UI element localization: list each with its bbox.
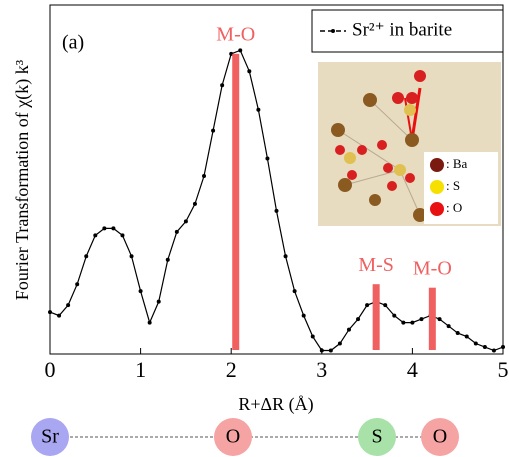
x-tick-label: 4 (407, 357, 418, 382)
data-point (184, 219, 188, 223)
marker-bar (429, 288, 436, 350)
data-point (84, 254, 88, 258)
data-point (438, 317, 442, 321)
data-point (365, 303, 369, 307)
data-point (447, 324, 451, 328)
legend-label: Sr²⁺ in barite (352, 19, 452, 40)
data-point (256, 108, 260, 112)
x-axis-label: R+ΔR (Å) (238, 394, 313, 415)
inset-legend-swatch (430, 180, 444, 194)
data-point (284, 254, 288, 258)
data-point (329, 349, 333, 353)
data-point (419, 317, 423, 321)
inset (318, 62, 501, 226)
marker-label: M-O (413, 257, 452, 279)
data-point (483, 345, 487, 349)
chart: (a) R+ΔR (Å) Fourier Transformation of χ… (0, 0, 509, 457)
data-point (501, 345, 505, 349)
chain-atom-label: Sr (41, 426, 59, 448)
inset-legend-swatch (430, 202, 444, 216)
chain-atom-label: S (371, 426, 382, 448)
data-point (265, 157, 269, 161)
data-point (275, 209, 279, 213)
marker-label: M-O (216, 23, 255, 45)
inset-legend-label: : O (446, 200, 462, 215)
data-point (48, 310, 52, 314)
inset-legend-swatch (430, 158, 444, 172)
data-point (247, 69, 251, 73)
data-point (175, 230, 179, 234)
data-point (157, 300, 161, 304)
panel-label: (a) (62, 32, 84, 54)
data-point (492, 349, 496, 353)
data-point (93, 233, 97, 237)
legend-marker (331, 29, 335, 33)
chain-atom-label: O (226, 426, 240, 448)
data-point (120, 233, 124, 237)
marker-bar (373, 284, 380, 350)
data-point (193, 202, 197, 206)
data-point (347, 328, 351, 332)
data-point (66, 303, 70, 307)
data-point (57, 314, 61, 318)
data-point (75, 282, 79, 286)
data-point (238, 48, 242, 52)
data-point (139, 289, 143, 293)
data-point (111, 226, 115, 230)
marker-label: M-S (358, 254, 394, 276)
data-point (401, 321, 405, 325)
data-point (311, 335, 315, 339)
data-point (383, 303, 387, 307)
inset-legend-label: : Ba (446, 156, 468, 171)
marker-bar (232, 54, 239, 350)
data-point (302, 314, 306, 318)
data-point (220, 83, 224, 87)
x-tick-label: 3 (316, 357, 327, 382)
chain-atom-label: O (433, 426, 447, 448)
data-point (410, 321, 414, 325)
data-point (202, 174, 206, 178)
data-point (465, 335, 469, 339)
data-point (320, 349, 324, 353)
x-tick-label: 0 (45, 357, 56, 382)
y-axis-label: Fourier Transformation of χ(k) k³ (12, 59, 33, 300)
data-point (130, 254, 134, 258)
data-point (102, 226, 106, 230)
inset-legend-label: : S (446, 178, 460, 193)
data-point (392, 314, 396, 318)
data-point (474, 342, 478, 346)
data-point (293, 289, 297, 293)
data-point (356, 317, 360, 321)
data-point (338, 342, 342, 346)
x-tick-label: 1 (135, 357, 146, 382)
data-point (166, 258, 170, 262)
data-point (211, 129, 215, 133)
x-tick-label: 5 (498, 357, 509, 382)
data-point (148, 321, 152, 325)
x-tick-label: 2 (226, 357, 237, 382)
data-point (456, 331, 460, 335)
